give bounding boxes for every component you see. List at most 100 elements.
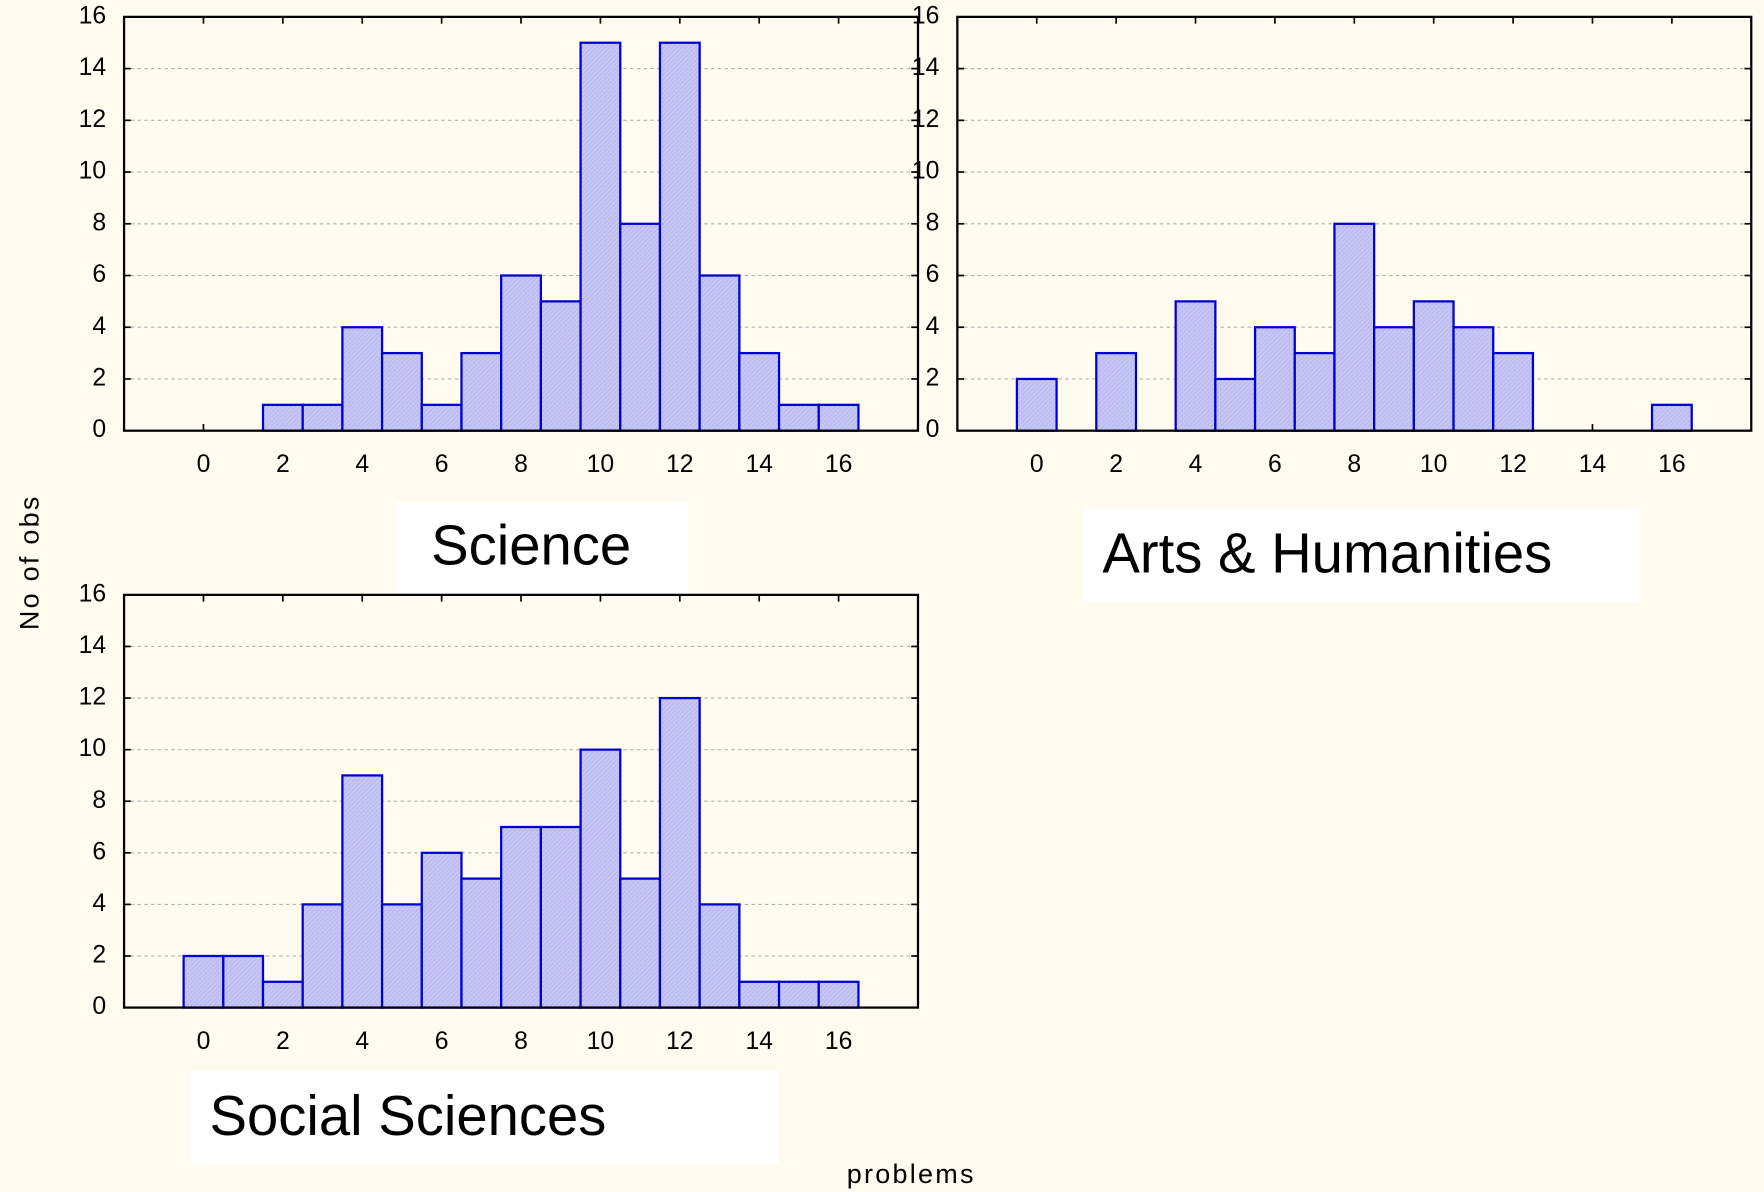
y-tick-label: 8 <box>92 209 106 236</box>
bar <box>222 954 265 1009</box>
y-tick-label: 12 <box>79 106 107 133</box>
x-tick-label: 12 <box>666 451 694 478</box>
x-tick-label: 0 <box>197 451 211 478</box>
y-tick-label: 14 <box>79 54 107 81</box>
x-tick-label: 16 <box>825 451 853 478</box>
y-tick-label: 16 <box>79 2 107 29</box>
x-tick-label: 2 <box>1109 451 1123 478</box>
x-tick-label: 10 <box>1420 451 1448 478</box>
x-tick-label: 4 <box>355 451 369 478</box>
x-tick-label: 4 <box>355 1028 369 1055</box>
bar <box>658 41 701 432</box>
x-tick-label: 16 <box>825 1028 853 1055</box>
x-tick-label: 16 <box>1658 451 1686 478</box>
y-axis-label: No of obs <box>15 494 45 630</box>
bar <box>1015 377 1058 432</box>
x-tick-label: 6 <box>435 451 449 478</box>
plot-frame <box>122 15 920 432</box>
bar <box>1214 377 1257 432</box>
title-box <box>1082 508 1640 603</box>
bar <box>619 877 662 1009</box>
y-tick-label: 2 <box>92 364 106 391</box>
y-tick-label: 14 <box>912 54 940 81</box>
bar <box>460 877 503 1009</box>
bar <box>380 903 423 1009</box>
y-tick-label: 4 <box>926 313 940 340</box>
x-tick-label: 6 <box>435 1028 449 1055</box>
bar <box>420 403 463 432</box>
x-tick-label: 2 <box>276 451 290 478</box>
bar <box>1333 222 1376 432</box>
y-tick-label: 8 <box>926 209 940 236</box>
y-tick-label: 2 <box>92 942 106 969</box>
x-tick-label: 12 <box>666 1028 694 1055</box>
bar <box>182 954 225 1009</box>
bar <box>698 274 741 432</box>
y-tick-label: 10 <box>912 158 940 185</box>
bar <box>817 980 860 1009</box>
y-tick-label: 8 <box>92 787 106 814</box>
x-tick-label: 14 <box>745 451 773 478</box>
y-tick-label: 6 <box>92 838 106 865</box>
bar <box>777 403 820 432</box>
bar <box>658 696 701 1009</box>
y-tick-label: 16 <box>79 580 107 607</box>
bar <box>579 41 622 432</box>
bar <box>1412 300 1455 432</box>
bar <box>341 774 384 1009</box>
bar <box>777 980 820 1009</box>
x-tick-label: 6 <box>1268 451 1282 478</box>
bar <box>460 351 503 432</box>
x-tick-label: 8 <box>514 1028 528 1055</box>
chart-title: Social Sciences <box>210 1084 607 1147</box>
x-tick-label: 12 <box>1499 451 1527 478</box>
bar <box>500 274 542 432</box>
bar <box>500 825 542 1009</box>
y-tick-label: 10 <box>79 735 107 762</box>
y-tick-label: 12 <box>912 106 940 133</box>
y-tick-label: 0 <box>92 416 106 443</box>
bar <box>539 825 582 1009</box>
bar <box>261 980 304 1009</box>
bar <box>619 222 662 432</box>
bar <box>698 903 741 1009</box>
bar <box>341 326 384 432</box>
y-tick-label: 6 <box>926 261 940 288</box>
x-tick-label: 2 <box>276 1028 290 1055</box>
bar <box>420 851 463 1009</box>
title-box <box>396 501 689 594</box>
y-tick-label: 10 <box>79 158 107 185</box>
x-tick-label: 10 <box>587 1028 615 1055</box>
x-tick-label: 8 <box>514 451 528 478</box>
bar <box>1293 351 1336 432</box>
bar <box>301 403 344 432</box>
y-tick-label: 0 <box>92 993 106 1020</box>
bar <box>1492 351 1535 432</box>
bar <box>380 351 423 432</box>
bar <box>301 903 344 1009</box>
y-tick-label: 0 <box>926 416 940 443</box>
x-tick-label: 14 <box>1579 451 1607 478</box>
chart-title: Arts & Humanities <box>1102 522 1552 585</box>
x-tick-label: 14 <box>745 1028 773 1055</box>
bar <box>1253 326 1296 432</box>
bar <box>1095 351 1138 432</box>
bar <box>579 748 622 1009</box>
bar <box>738 980 781 1009</box>
bar <box>1373 326 1415 432</box>
bar <box>261 403 304 432</box>
bar <box>1650 403 1693 432</box>
y-tick-label: 4 <box>92 890 106 917</box>
y-tick-label: 12 <box>79 684 107 711</box>
title-box <box>189 1070 779 1166</box>
x-tick-label: 10 <box>587 451 615 478</box>
y-tick-label: 6 <box>92 261 106 288</box>
plot-frame <box>122 593 920 1009</box>
x-tick-label: 8 <box>1347 451 1361 478</box>
bar <box>1174 300 1217 432</box>
bar <box>738 351 781 432</box>
bar <box>1452 326 1495 432</box>
y-tick-label: 16 <box>912 2 940 29</box>
plot-frame <box>956 15 1753 432</box>
